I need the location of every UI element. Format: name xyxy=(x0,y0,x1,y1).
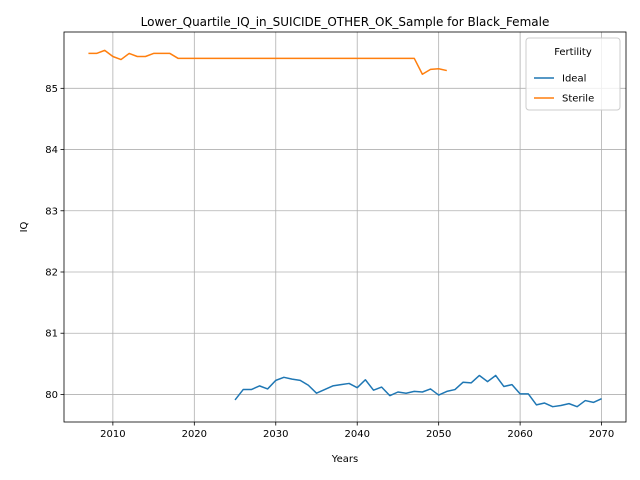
y-axis-label: IQ xyxy=(19,221,30,232)
legend-items: Ideal Sterile xyxy=(534,74,594,105)
x-tick-label: 2020 xyxy=(182,429,207,440)
legend-title: Fertility xyxy=(554,47,592,58)
legend-label-ideal: Ideal xyxy=(562,74,586,85)
legend: Fertility Ideal Sterile xyxy=(525,37,621,111)
series-line-ideal xyxy=(234,374,602,408)
x-axis-label: Years xyxy=(331,454,358,465)
legend-box xyxy=(525,37,621,111)
grid-lines xyxy=(64,32,626,422)
chart-title: Lower_Quartile_IQ_in_SUICIDE_OTHER_OK_Sa… xyxy=(141,15,550,29)
series-line-sterile xyxy=(88,49,447,75)
y-tick-label: 84 xyxy=(45,145,58,156)
x-tick-label: 2030 xyxy=(263,429,288,440)
y-tick-label: 83 xyxy=(45,206,58,217)
y-tick-label: 81 xyxy=(45,329,58,340)
x-axis-ticks: 2010 2020 2030 2040 2050 2060 2070 xyxy=(100,422,614,440)
x-tick-label: 2010 xyxy=(100,429,125,440)
y-tick-label: 85 xyxy=(45,84,58,95)
y-axis-ticks: 80 81 82 83 84 85 xyxy=(45,84,64,401)
x-tick-label: 2050 xyxy=(426,429,451,440)
x-tick-label: 2040 xyxy=(344,429,369,440)
x-tick-label: 2070 xyxy=(589,429,614,440)
legend-label-sterile: Sterile xyxy=(562,94,594,105)
x-tick-label: 2060 xyxy=(507,429,532,440)
y-tick-label: 82 xyxy=(45,268,58,279)
plot-area-frame xyxy=(63,31,627,423)
series-layer xyxy=(88,49,602,408)
y-tick-label: 80 xyxy=(45,390,58,401)
